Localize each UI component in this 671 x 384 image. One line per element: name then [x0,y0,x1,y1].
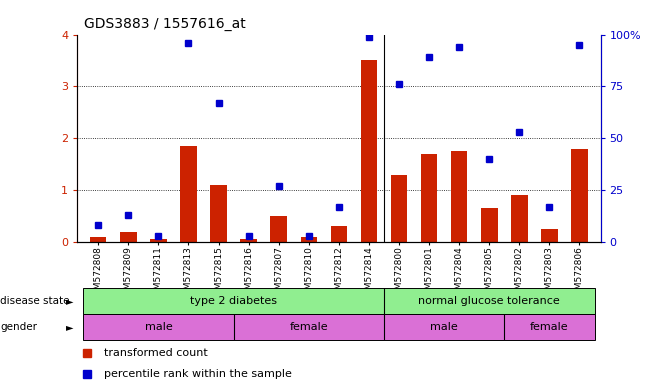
Bar [421,154,437,242]
Bar [331,227,347,242]
Bar [391,175,407,242]
Bar [150,239,166,242]
Bar [511,195,527,242]
Text: male: male [144,322,172,332]
Bar [451,151,468,242]
Text: transformed count: transformed count [104,348,208,358]
Bar [120,232,137,242]
Bar [301,237,317,242]
Bar [83,314,234,340]
Text: ►: ► [66,322,74,332]
Text: female: female [289,322,328,332]
Text: normal glucose tolerance: normal glucose tolerance [419,296,560,306]
Bar [571,149,588,242]
Text: type 2 diabetes: type 2 diabetes [190,296,277,306]
Bar [384,288,595,314]
Bar [90,237,107,242]
Bar [481,208,497,242]
Bar [180,146,197,242]
Bar [210,185,227,242]
Bar [505,314,595,340]
Bar [361,61,377,242]
Bar [384,314,505,340]
Bar [234,314,384,340]
Text: male: male [430,322,458,332]
Bar [270,216,287,242]
Bar [240,239,257,242]
Text: percentile rank within the sample: percentile rank within the sample [104,369,292,379]
Text: GDS3883 / 1557616_at: GDS3883 / 1557616_at [84,17,246,31]
Bar [541,229,558,242]
Text: female: female [530,322,569,332]
Bar [83,288,384,314]
Text: gender: gender [0,322,37,332]
Text: disease state: disease state [0,296,70,306]
Text: ►: ► [66,296,74,306]
